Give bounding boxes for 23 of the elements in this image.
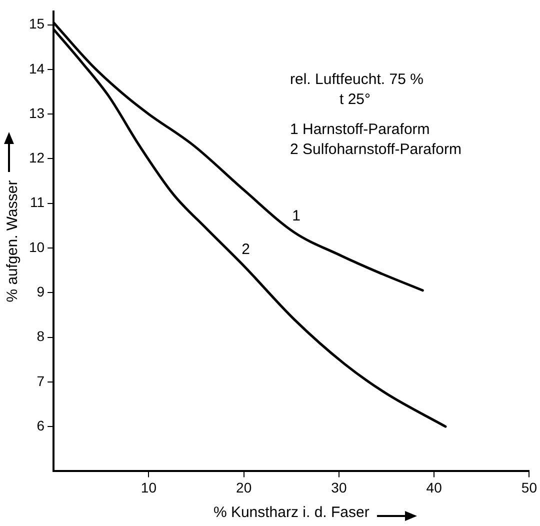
y-tick-label: 11 (30, 194, 45, 210)
series-label: 2 (242, 240, 250, 258)
y-tick-label: 6 (36, 417, 45, 434)
x-axis-title: % Kunstharz i. d. Faser (213, 504, 370, 522)
x-tick-label: 40 (426, 479, 442, 496)
y-tick-label: 9 (36, 283, 45, 300)
x-tick-label: 30 (331, 479, 347, 496)
y-tick-label: 15 (28, 16, 45, 32)
x-tick-label: 50 (521, 479, 538, 496)
y-tick-label: 12 (28, 150, 45, 166)
y-tick-label: 7 (36, 372, 45, 389)
annotation: rel. Luftfeucht. 75 % (290, 71, 424, 88)
series-label: 1 (292, 208, 300, 225)
y-axis-title: % aufgen. Wasser (4, 180, 22, 302)
y-tick-label: 14 (28, 60, 45, 76)
x-tick-label: 20 (236, 479, 252, 496)
annotation: 2 Sulfoharnstoff-Paraform (290, 141, 462, 158)
y-tick-label: 10 (28, 238, 45, 255)
x-tick-label: 10 (140, 479, 157, 496)
y-tick-label: 8 (36, 328, 45, 344)
annotation: t 25° (339, 91, 371, 108)
annotation: 1 Harnstoff-Paraform (290, 121, 430, 138)
y-tick-label: 13 (28, 104, 45, 121)
